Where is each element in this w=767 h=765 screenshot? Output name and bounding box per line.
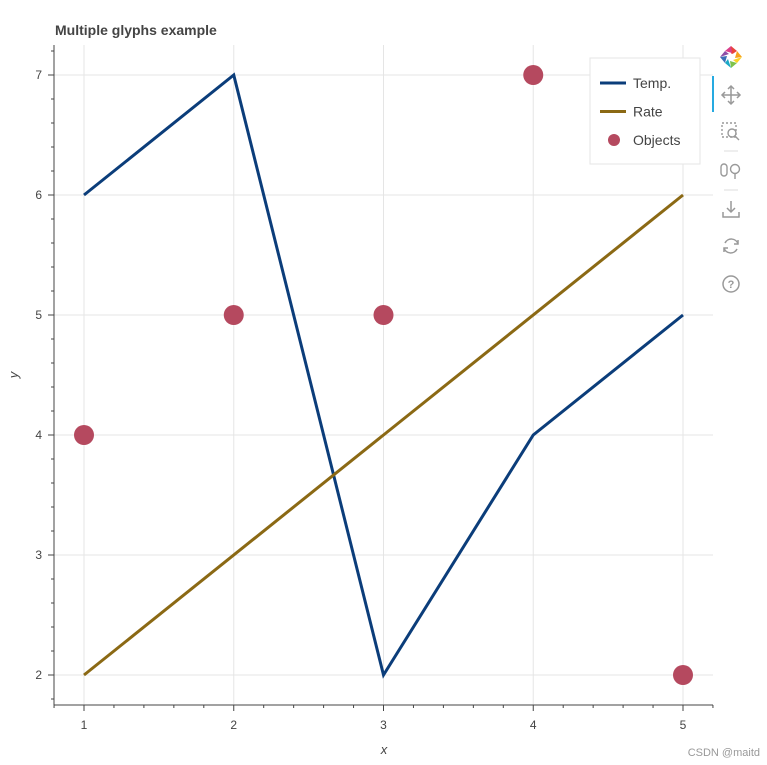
x-tick-label: 1: [81, 718, 88, 732]
scatter-point: [223, 305, 244, 325]
bokeh-logo-icon[interactable]: [720, 46, 742, 68]
legend-label: Temp.: [633, 75, 671, 91]
series-group: [74, 65, 693, 685]
legend-label: Rate: [633, 104, 663, 120]
y-tick-label: 2: [35, 668, 42, 682]
ticks: 1 2 3 4 5 2 3 4 5 6 7: [35, 50, 714, 732]
scatter-point: [373, 305, 394, 325]
save-icon[interactable]: [722, 201, 740, 218]
toolbar: ?: [712, 46, 742, 293]
reset-icon[interactable]: [723, 238, 739, 254]
y-tick-label: 5: [35, 308, 42, 322]
help-icon[interactable]: ?: [722, 275, 740, 293]
series-line-rate: [83, 193, 684, 677]
x-tick-label: 2: [230, 718, 237, 732]
x-axis-label: x: [380, 742, 388, 757]
scatter-point: [523, 65, 544, 85]
scatter-point: [74, 425, 94, 445]
y-axis-label: y: [6, 370, 21, 379]
watermark-text: CSDN @maitd: [688, 747, 760, 759]
scatter-point: [673, 665, 693, 685]
legend-swatch: [608, 134, 620, 146]
x-tick-label: 3: [380, 718, 387, 732]
y-tick-label: 7: [35, 68, 42, 82]
x-tick-label: 5: [680, 718, 687, 732]
chart-title: Multiple glyphs example: [55, 22, 217, 38]
y-tick-label: 3: [35, 548, 42, 562]
legend: Temp. Rate Objects: [589, 57, 701, 165]
y-tick-label: 4: [35, 428, 42, 442]
series-line-temp: [83, 72, 684, 679]
y-tick-label: 6: [35, 188, 42, 202]
pan-icon[interactable]: [720, 84, 742, 106]
legend-label: Objects: [633, 132, 680, 148]
x-tick-label: 4: [530, 718, 537, 732]
wheel-zoom-icon[interactable]: [720, 163, 741, 179]
svg-text:?: ?: [728, 279, 735, 291]
box-zoom-icon[interactable]: [721, 122, 740, 141]
